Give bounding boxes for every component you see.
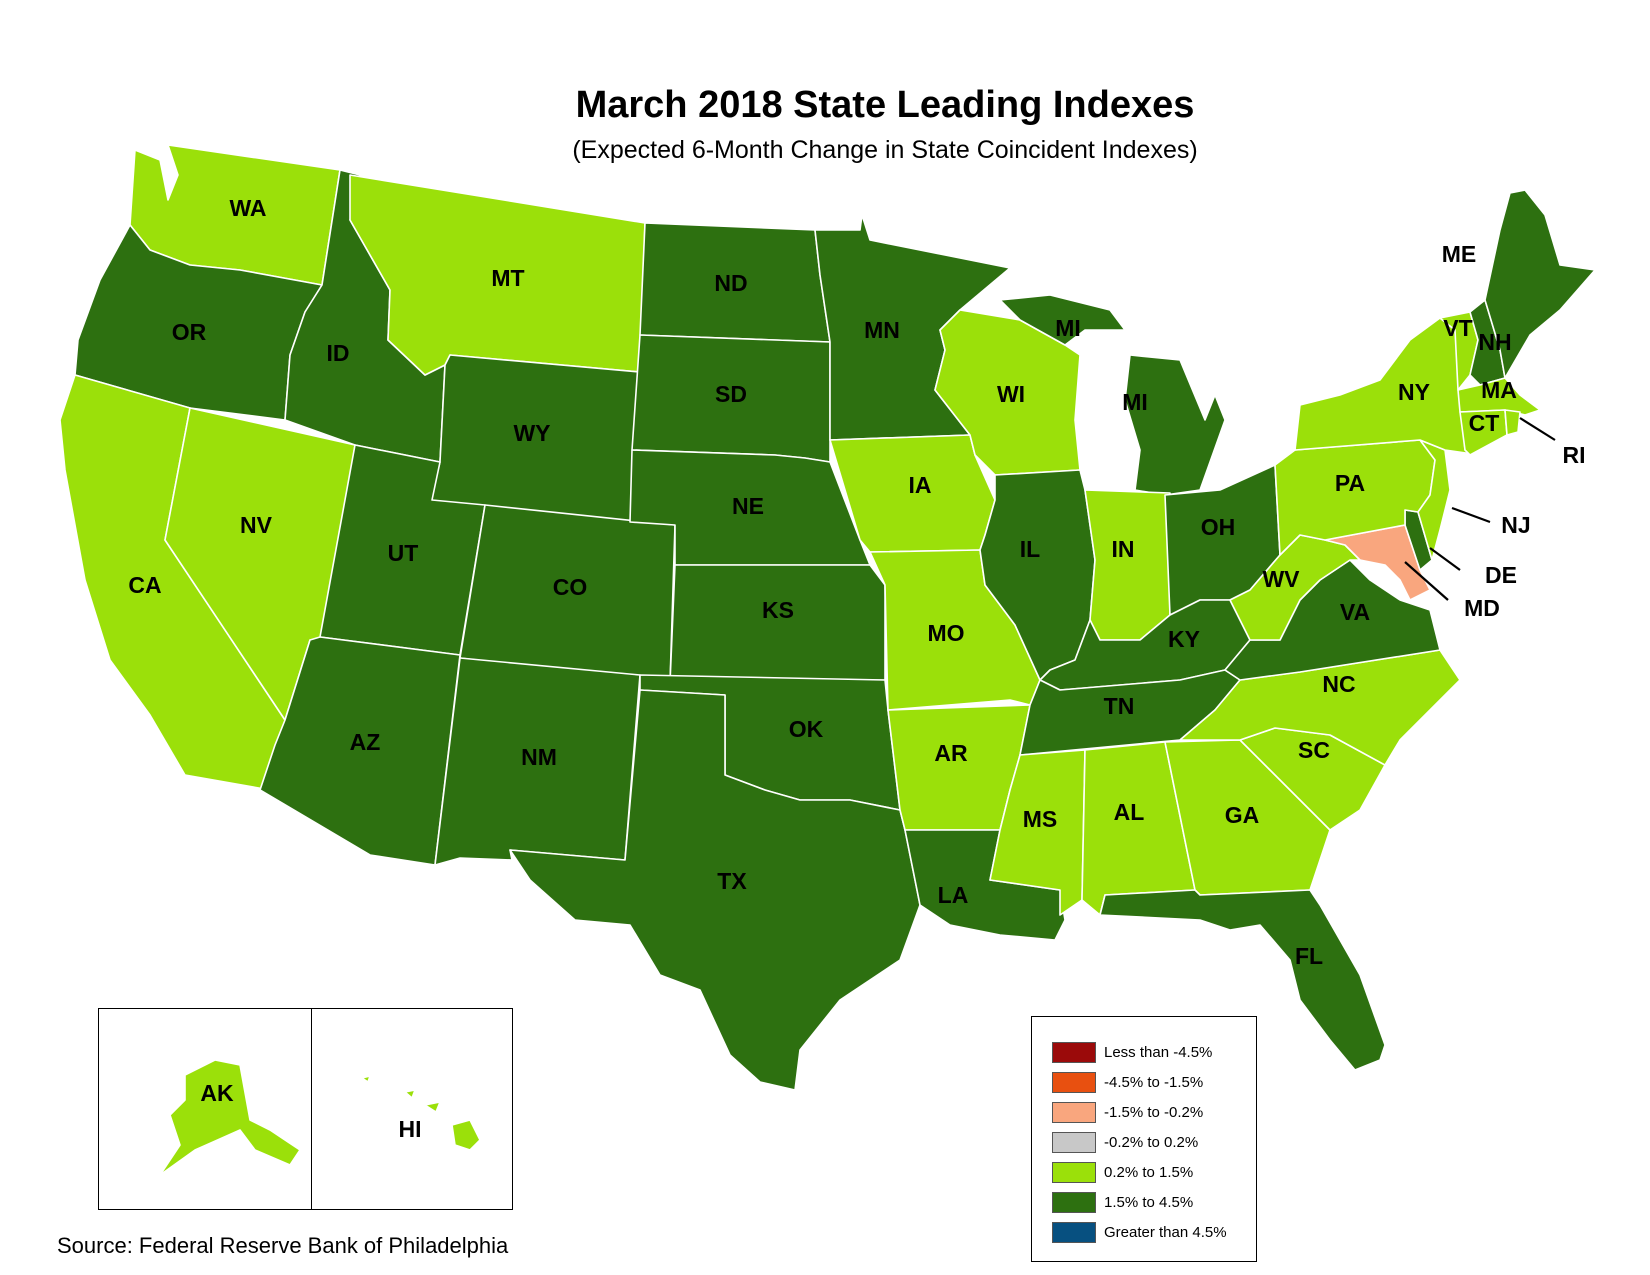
label-ri: RI — [1563, 442, 1586, 468]
label-vt: VT — [1443, 315, 1472, 341]
label-al: AL — [1114, 799, 1145, 825]
state-ne[interactable] — [629, 449, 871, 566]
state-ct[interactable] — [1459, 409, 1508, 456]
legend-swatch — [1052, 1071, 1096, 1093]
md-leader-line — [1404, 561, 1449, 601]
label-ny: NY — [1398, 379, 1430, 405]
label-nj: NJ — [1501, 512, 1530, 538]
label-tx: TX — [717, 868, 747, 894]
legend-swatch — [1052, 1221, 1096, 1243]
state-mi-upper[interactable] — [999, 294, 1126, 346]
label-ma: MA — [1481, 377, 1517, 403]
label-wy: WY — [513, 420, 550, 446]
label-de: DE — [1485, 562, 1517, 588]
label-pa: PA — [1335, 470, 1365, 496]
legend-swatch — [1052, 1131, 1096, 1153]
legend-swatch — [1052, 1161, 1096, 1183]
state-nm[interactable] — [434, 657, 641, 866]
legend-swatch — [1052, 1191, 1096, 1213]
label-il: IL — [1020, 536, 1040, 562]
label-mi-upper: MI — [1055, 315, 1081, 341]
state-in[interactable] — [1084, 489, 1171, 641]
label-ks: KS — [762, 597, 794, 623]
label-or: OR — [172, 319, 207, 345]
label-la: LA — [938, 882, 969, 908]
legend-label: 0.2% to 1.5% — [1104, 1163, 1194, 1181]
label-sc: SC — [1298, 737, 1330, 763]
source-note: Source: Federal Reserve Bank of Philadel… — [57, 1233, 509, 1258]
state-nj[interactable] — [1417, 439, 1451, 561]
legend-label: 1.5% to 4.5% — [1104, 1193, 1194, 1211]
label-ar: AR — [934, 740, 968, 766]
legend-label: Greater than 4.5% — [1104, 1223, 1227, 1241]
label-ct: CT — [1469, 410, 1500, 436]
state-ri[interactable] — [1504, 409, 1521, 436]
label-wv: WV — [1262, 566, 1300, 592]
de-leader-line — [1429, 547, 1461, 571]
label-in: IN — [1112, 536, 1135, 562]
legend-label: -0.2% to 0.2% — [1104, 1133, 1199, 1151]
label-mn: MN — [864, 317, 900, 343]
label-ak: AK — [200, 1080, 234, 1106]
state-tx[interactable] — [509, 689, 921, 1091]
state-hi[interactable] — [361, 1075, 481, 1151]
label-nc: NC — [1322, 671, 1355, 697]
label-ga: GA — [1225, 802, 1260, 828]
legend-item: -0.2% to 0.2% — [1052, 1127, 1256, 1157]
label-me: ME — [1442, 241, 1477, 267]
legend-item: -1.5% to -0.2% — [1052, 1097, 1256, 1127]
label-mo: MO — [927, 620, 964, 646]
alaska-inset-frame — [98, 1008, 312, 1210]
legend-label: -4.5% to -1.5% — [1104, 1073, 1204, 1091]
label-co: CO — [553, 574, 588, 600]
label-ia: IA — [909, 472, 932, 498]
label-oh: OH — [1201, 514, 1236, 540]
map-subtitle: (Expected 6-Month Change in State Coinci… — [572, 136, 1198, 164]
label-va: VA — [1340, 599, 1370, 625]
legend-item: 0.2% to 1.5% — [1052, 1157, 1256, 1187]
hawaii-inset-frame — [311, 1008, 513, 1210]
label-hi: HI — [399, 1116, 422, 1142]
state-fl[interactable] — [1099, 889, 1386, 1071]
legend-item: Less than -4.5% — [1052, 1037, 1256, 1067]
label-wa: WA — [229, 195, 266, 221]
state-ks[interactable] — [669, 564, 886, 684]
legend-label: Less than -4.5% — [1104, 1043, 1213, 1061]
state-ak[interactable] — [159, 1059, 301, 1176]
state-me[interactable] — [1484, 189, 1596, 379]
label-mt: MT — [491, 265, 524, 291]
label-fl: FL — [1295, 943, 1323, 969]
legend-label: -1.5% to -0.2% — [1104, 1103, 1204, 1121]
state-mi-lower[interactable] — [1124, 354, 1226, 496]
label-nd: ND — [714, 270, 747, 296]
legend: Less than -4.5% -4.5% to -1.5% -1.5% to … — [1031, 1016, 1257, 1262]
label-ut: UT — [388, 540, 419, 566]
label-md: MD — [1464, 595, 1500, 621]
legend-item: Greater than 4.5% — [1052, 1217, 1256, 1247]
legend-item: -4.5% to -1.5% — [1052, 1067, 1256, 1097]
label-nm: NM — [521, 744, 557, 770]
map-title: March 2018 State Leading Indexes — [575, 84, 1195, 126]
legend-swatch — [1052, 1041, 1096, 1063]
label-az: AZ — [350, 729, 381, 755]
label-sd: SD — [715, 381, 747, 407]
ri-leader-line — [1519, 417, 1556, 441]
legend-swatch — [1052, 1101, 1096, 1123]
label-mi: MI — [1122, 389, 1148, 415]
label-tn: TN — [1104, 693, 1135, 719]
label-nv: NV — [240, 512, 273, 538]
legend-item: 1.5% to 4.5% — [1052, 1187, 1256, 1217]
label-ky: KY — [1168, 626, 1200, 652]
label-nh: NH — [1478, 329, 1511, 355]
label-wi: WI — [997, 381, 1025, 407]
label-id: ID — [327, 340, 350, 366]
label-leader-lines — [1404, 417, 1556, 601]
label-ne: NE — [732, 493, 764, 519]
nj-leader-line — [1451, 506, 1491, 524]
label-ca: CA — [128, 572, 161, 598]
label-ms: MS — [1023, 806, 1058, 832]
label-ok: OK — [789, 716, 824, 742]
